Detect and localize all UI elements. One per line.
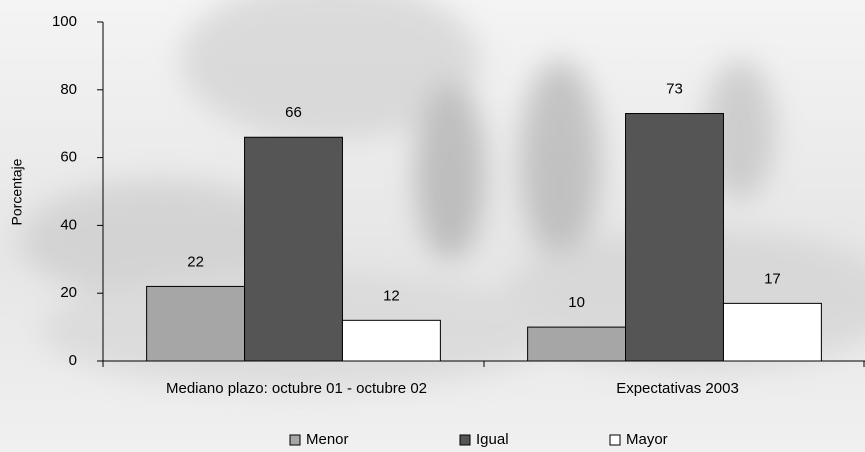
legend-label: Igual (476, 431, 509, 448)
bar (147, 286, 245, 361)
x-tick-label: Mediano plazo: octubre 01 - octubre 02 (166, 380, 427, 397)
y-axis-label: Porcentaje (9, 158, 25, 225)
legend-swatch (610, 435, 620, 445)
value-label: 73 (666, 80, 683, 97)
y-tick-label: 60 (60, 149, 77, 166)
bar (528, 327, 626, 361)
value-label: 22 (187, 253, 204, 270)
legend-swatch (460, 435, 470, 445)
y-tick-label: 0 (69, 352, 77, 369)
y-tick-label: 20 (60, 284, 77, 301)
bar (723, 303, 821, 361)
bar (342, 320, 440, 361)
y-tick-label: 40 (60, 216, 77, 233)
value-label: 10 (568, 294, 585, 311)
chart: Porcentaje 0 20 40 60 80 100 Mediano plazo: oc… (0, 0, 865, 452)
legend-swatch (290, 435, 300, 445)
page: Porcentaje 0 20 40 60 80 100 Mediano plazo: oc… (0, 0, 865, 452)
legend-label: Menor (306, 431, 349, 448)
legend-label: Mayor (626, 431, 668, 448)
x-tick-label: Expectativas 2003 (616, 380, 739, 397)
value-label: 66 (285, 104, 302, 121)
y-tick-label: 100 (52, 13, 77, 30)
bar (245, 137, 343, 361)
y-tick-label: 80 (60, 81, 77, 98)
bar (626, 114, 724, 361)
value-label: 12 (383, 287, 400, 304)
value-label: 17 (764, 270, 781, 287)
